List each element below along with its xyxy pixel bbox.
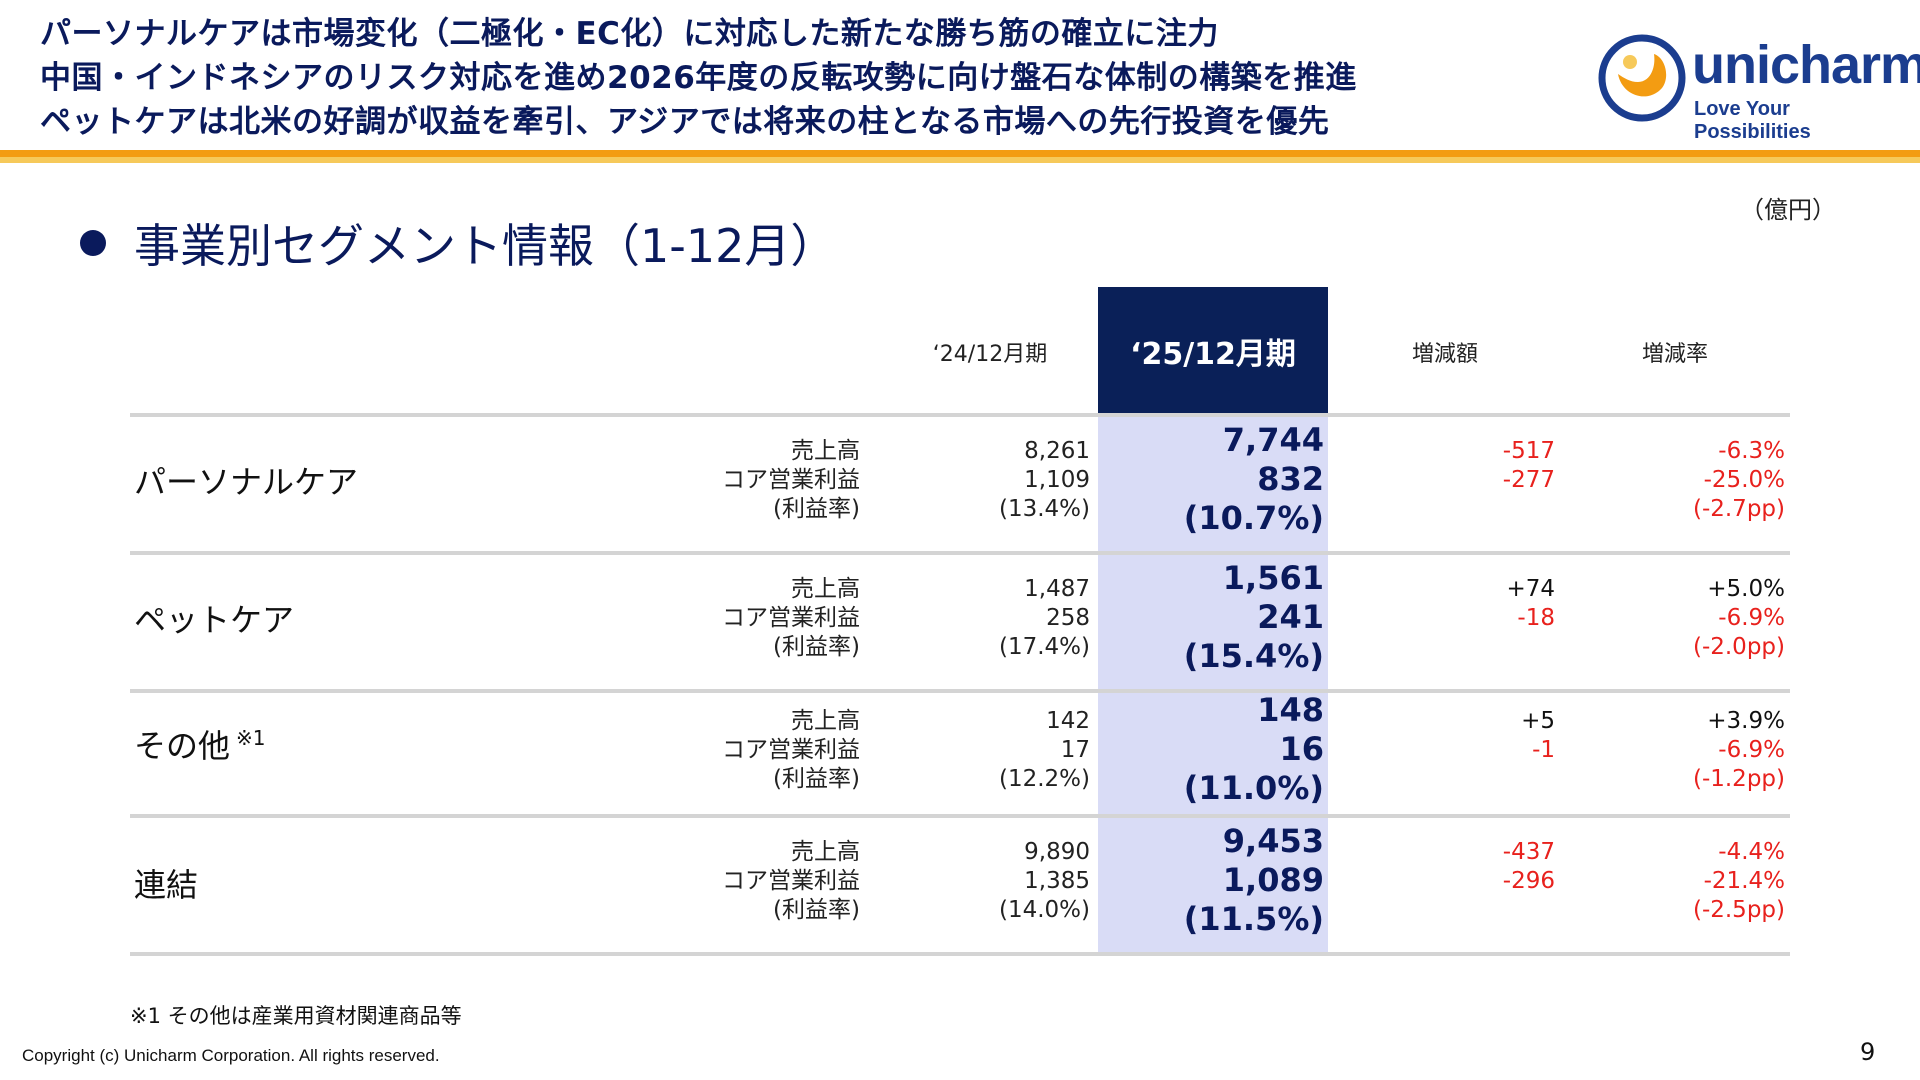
footnote-marker: ※1: [236, 726, 266, 751]
segment-name: 連結: [134, 866, 199, 904]
row-labels: 売上高 コア営業利益 (利益率): [722, 438, 860, 522]
unicharm-logo-mark-icon: [1598, 34, 1686, 122]
unicharm-logo: unicharm Love Your Possibilities: [1596, 34, 1920, 143]
curr-values: 7,744 832 (10.7%): [1183, 421, 1324, 537]
bullet-icon: [80, 230, 106, 256]
rate-values: -4.4% -21.4% (-2.5pp): [1692, 839, 1785, 923]
rate-values: +3.9% -6.9% (-1.2pp): [1692, 708, 1785, 792]
rate-values: +5.0% -6.9% (-2.0pp): [1692, 576, 1785, 660]
diff-values: -517 -277: [1502, 438, 1555, 493]
headline-line-2: 中国・インドネシアのリスク対応を進め2026年度の反転攻勢に向け盤石な体制の構築…: [40, 60, 1357, 96]
column-header-prev: ‘24/12月期: [932, 342, 1048, 367]
table-divider: [130, 689, 1790, 693]
rate-values: -6.3% -25.0% (-2.7pp): [1692, 438, 1785, 522]
prev-values: 1,487 258 (17.4%): [998, 576, 1090, 660]
table-divider: [130, 551, 1790, 555]
diff-values: +74 -18: [1506, 576, 1555, 631]
copyright: Copyright (c) Unicharm Corporation. All …: [22, 1046, 440, 1065]
curr-values: 1,561 241 (15.4%): [1183, 559, 1324, 675]
prev-values: 142 17 (12.2%): [998, 708, 1090, 792]
segment-name: ペットケア: [134, 601, 295, 639]
header-divider-orange: [0, 150, 1920, 157]
row-labels: 売上高 コア営業利益 (利益率): [722, 576, 860, 660]
table-divider: [130, 952, 1790, 956]
row-labels: 売上高 コア営業利益 (利益率): [722, 708, 860, 792]
headline: パーソナルケアは市場変化（二極化・EC化）に対応した新たな勝ち筋の確立に注力 中…: [40, 12, 1560, 144]
row-labels: 売上高 コア営業利益 (利益率): [722, 839, 860, 923]
section-title-text: 事業別セグメント情報（1-12月）: [134, 219, 837, 273]
segment-name: その他 ※1: [134, 726, 266, 765]
headline-line-1: パーソナルケアは市場変化（二極化・EC化）に対応した新たな勝ち筋の確立に注力: [40, 16, 1219, 52]
section-title: 事業別セグメント情報（1-12月）: [80, 210, 836, 276]
prev-values: 9,890 1,385 (14.0%): [998, 839, 1090, 923]
table-divider: [130, 814, 1790, 818]
page-number: 9: [1860, 1038, 1876, 1066]
headline-line-3: ペットケアは北米の好調が収益を牽引、アジアでは将来の柱となる市場への先行投資を優…: [40, 104, 1330, 140]
segment-name: パーソナルケア: [134, 463, 359, 501]
curr-values: 9,453 1,089 (11.5%): [1183, 822, 1324, 938]
header-divider-yellow: [0, 157, 1920, 163]
column-header-curr: ‘25/12月期: [1098, 287, 1328, 415]
column-header-rate: 増減率: [1641, 342, 1708, 367]
column-header-diff: 増減額: [1411, 342, 1478, 367]
footnote: ※1 その他は産業用資材関連商品等: [130, 1004, 462, 1028]
logo-tagline: Love Your Possibilities: [1694, 98, 1811, 143]
current-period-column-highlight: [1098, 415, 1328, 955]
diff-values: +5 -1: [1521, 708, 1555, 763]
prev-values: 8,261 1,109 (13.4%): [998, 438, 1090, 522]
logo-wordmark: unicharm: [1692, 35, 1920, 95]
curr-values: 148 16 (11.0%): [1183, 691, 1324, 807]
table-divider: [130, 413, 1790, 417]
unit-label: （億円）: [1740, 196, 1836, 224]
diff-values: -437 -296: [1502, 839, 1555, 894]
